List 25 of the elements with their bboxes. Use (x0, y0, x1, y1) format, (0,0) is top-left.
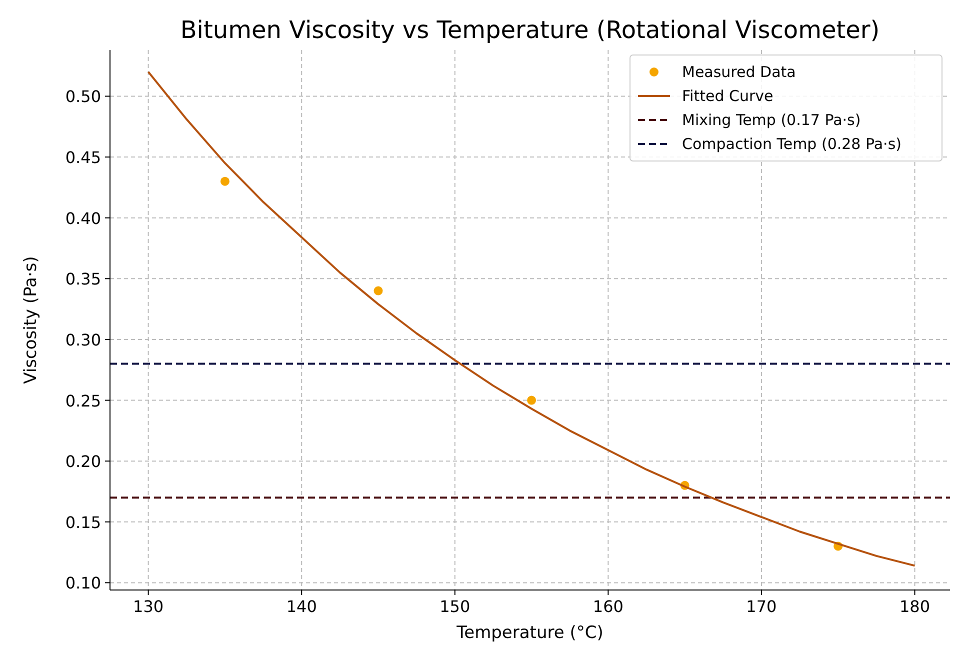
x-tick-label: 150 (440, 597, 470, 616)
x-tick-label: 130 (133, 597, 164, 616)
point (220, 176, 230, 186)
legend-label: Mixing Temp (0.17 Pa·s) (682, 111, 861, 129)
legend-label: Measured Data (682, 63, 796, 81)
y-tick-label: 0.35 (65, 270, 101, 289)
point (374, 286, 383, 296)
x-axis-title: Temperature (°C) (456, 623, 604, 643)
legend-label: Fitted Curve (682, 87, 774, 105)
y-tick-label: 0.25 (65, 391, 101, 410)
x-tick-label: 160 (592, 597, 624, 616)
y-tick-label: 0.45 (65, 148, 101, 168)
y-tick-label: 0.15 (65, 512, 101, 532)
legend-label: Compaction Temp (0.28 Pa·s) (682, 135, 902, 153)
y-tick-label: 0.50 (65, 87, 101, 106)
chart-title: Bitumen Viscosity vs Temperature (Rotational Viscometer) (180, 16, 880, 44)
point (527, 396, 536, 405)
y-axis-title: Viscosity (Pa·s) (21, 256, 41, 384)
x-tick-label: 140 (286, 597, 317, 616)
y-tick-label: 0.40 (65, 208, 101, 228)
y-tick-label: 0.20 (65, 452, 101, 472)
y-tick-label: 0.30 (65, 330, 101, 350)
x-tick-label: 170 (746, 597, 777, 616)
x-tick-label: 180 (899, 597, 930, 616)
y-tick-label: 0.10 (65, 574, 101, 593)
